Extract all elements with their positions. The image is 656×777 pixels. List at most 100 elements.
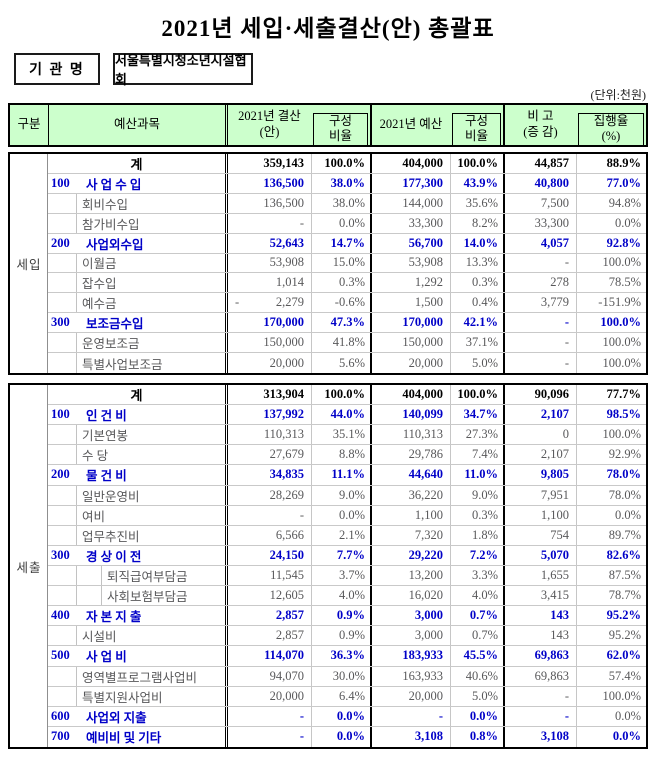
table-row: 100 인 건 비 137,992 44.0% 140,099 34.7% 2,107 98.… (10, 405, 646, 426)
settlement-amount-cell: 27,679 (225, 445, 311, 465)
group-column-spacer (10, 385, 48, 406)
budget-amount-cell: 177,300 (370, 173, 450, 193)
exec-rate-cell: 0.0% (576, 505, 646, 525)
table-header-row: 구분 예산과목 2021년 결산 (안) 구성 비율 2021년 예산 구성 비율 비 고 … (8, 103, 648, 147)
group-column-spacer (10, 646, 48, 667)
budget-name: 사 업 비 (86, 650, 127, 665)
settlement-amount-cell: 150,000 (225, 333, 311, 353)
budget-ratio-cell: 27.3% (450, 425, 503, 445)
diff-amount-cell: 40,800 (503, 173, 576, 193)
diff-amount-cell: - (503, 333, 576, 353)
settlement-ratio-cell: 0.0% (311, 213, 370, 233)
exec-rate-cell: 0.0% (576, 726, 646, 747)
budget-ratio-cell: 14.0% (450, 233, 503, 253)
exec-rate-cell: 57.4% (576, 666, 646, 686)
group-label: 세출 (16, 560, 42, 575)
table-row: 이월금 53,908 15.0% 53,908 13.3% -100.0% (10, 253, 646, 274)
indent-guide (48, 505, 77, 525)
budget-name: 보조금수입 (86, 317, 144, 332)
budget-ratio-cell: 5.0% (450, 353, 503, 373)
budget-item-cell: 계 (130, 156, 143, 172)
header-col-p3: 집행율 (%) (576, 105, 646, 145)
budget-code: 300 (51, 547, 70, 562)
group-column-spacer (10, 333, 48, 354)
diff-amount-cell: 9,805 (503, 465, 576, 485)
budget-amount-cell: 16,020 (370, 586, 450, 606)
settlement-amount-cell: 11,545 (225, 565, 311, 586)
diff-amount-cell: 4,057 (503, 233, 576, 253)
settlement-amount-cell: 34,835 (225, 465, 311, 485)
settlement-ratio-cell: 100.0% (311, 154, 370, 173)
diff-amount-cell: 2,107 (503, 405, 576, 425)
budget-item-cell: 계 (130, 388, 143, 404)
group-column-spacer (10, 485, 48, 506)
budget-ratio-cell: 0.3% (450, 505, 503, 525)
budget-amount-cell: 1,292 (370, 273, 450, 293)
header-col-n1: 2021년 결산 (안) (225, 105, 311, 145)
exec-rate-cell: 78.0% (576, 485, 646, 505)
settlement-ratio-cell: 0.0% (311, 706, 370, 726)
indent-guide (48, 626, 77, 646)
budget-ratio-cell: 100.0% (450, 154, 503, 173)
budget-code: 200 (51, 235, 70, 250)
budget-code: 500 (51, 648, 70, 663)
exec-rate-cell: 78.5% (576, 273, 646, 293)
settlement-amount-cell: 20,000 (225, 353, 311, 373)
indent-guide (48, 333, 77, 353)
table-row: 업무추진비 6,566 2.1% 7,320 1.8% 754 89.7% (10, 525, 646, 546)
budget-amount-cell: 170,000 (370, 313, 450, 333)
settlement-amount-cell: 136,500 (225, 193, 311, 213)
indent-guide (48, 666, 77, 686)
budget-amount-cell: 140,099 (370, 405, 450, 425)
table-row: 예수금 -2,279 -0.6% 1,500 0.4% 3,779 -151.9% (10, 293, 646, 314)
exec-rate-cell: 100.0% (576, 686, 646, 706)
budget-ratio-cell: 42.1% (450, 313, 503, 333)
diff-amount-cell: 69,863 (503, 666, 576, 686)
budget-ratio-cell: 13.3% (450, 253, 503, 273)
budget-item-cell: 수 당 (82, 449, 109, 464)
table-row: 300 보조금수입 170,000 47.3% 170,000 42.1% -100.0% (10, 313, 646, 334)
settlement-amount-cell: - (225, 213, 311, 233)
budget-amount-cell: 3,000 (370, 606, 450, 626)
header-col-gubun: 구분 (17, 117, 41, 132)
settlement-amount-cell: 2,857 (225, 626, 311, 646)
budget-name: 예비비 및 기타 (86, 731, 162, 746)
group-column-spacer (10, 706, 48, 727)
indent-guide (48, 445, 77, 465)
group-column-spacer (10, 213, 48, 234)
budget-ratio-cell: 45.5% (450, 646, 503, 666)
budget-amount-cell: 1,100 (370, 505, 450, 525)
diff-amount-cell: - (503, 253, 576, 273)
settlement-ratio-cell: 38.0% (311, 193, 370, 213)
group-column-spacer (10, 666, 48, 687)
header-col-n3: 비 고 (증 감) (503, 105, 576, 145)
settlement-ratio-cell: 11.1% (311, 465, 370, 485)
settlement-ratio-cell: 0.3% (311, 273, 370, 293)
settlement-amount-cell: -2,279 (225, 293, 311, 313)
exec-rate-cell: 88.9% (576, 154, 646, 173)
group-column-spacer (10, 565, 48, 587)
settlement-ratio-cell: 14.7% (311, 233, 370, 253)
diff-amount-cell: - (503, 706, 576, 726)
org-label: 기 관 명 (29, 63, 85, 78)
settlement-amount-cell: 94,070 (225, 666, 311, 686)
budget-amount-cell: 33,300 (370, 213, 450, 233)
header-inner-box: 구성 비율 (452, 112, 501, 145)
group-column-spacer (10, 233, 48, 254)
table-row: 수 당 27,679 8.8% 29,786 7.4% 2,107 92.9% (10, 445, 646, 466)
budget-ratio-cell: 35.6% (450, 193, 503, 213)
table-row: 특별사업보조금 20,000 5.6% 20,000 5.0% -100.0% (10, 353, 646, 373)
budget-name: 사업외수입 (86, 237, 144, 252)
table-row: 시설비 2,857 0.9% 3,000 0.7% 143 95.2% (10, 626, 646, 647)
budget-amount-cell: 29,220 (370, 545, 450, 565)
group-column-spacer (10, 293, 48, 314)
budget-item-cell: 700 예비비 및 기타 (48, 727, 225, 747)
settlement-ratio-cell: 5.6% (311, 353, 370, 373)
group-column-spacer (10, 505, 48, 526)
exec-rate-cell: 100.0% (576, 253, 646, 273)
budget-amount-cell: 1,500 (370, 293, 450, 313)
budget-ratio-cell: 43.9% (450, 173, 503, 193)
diff-amount-cell: 3,108 (503, 726, 576, 747)
budget-ratio-cell: 4.0% (450, 586, 503, 606)
table-row: 참가비수입 -0.0% 33,300 8.2% 33,300 0.0% (10, 213, 646, 234)
